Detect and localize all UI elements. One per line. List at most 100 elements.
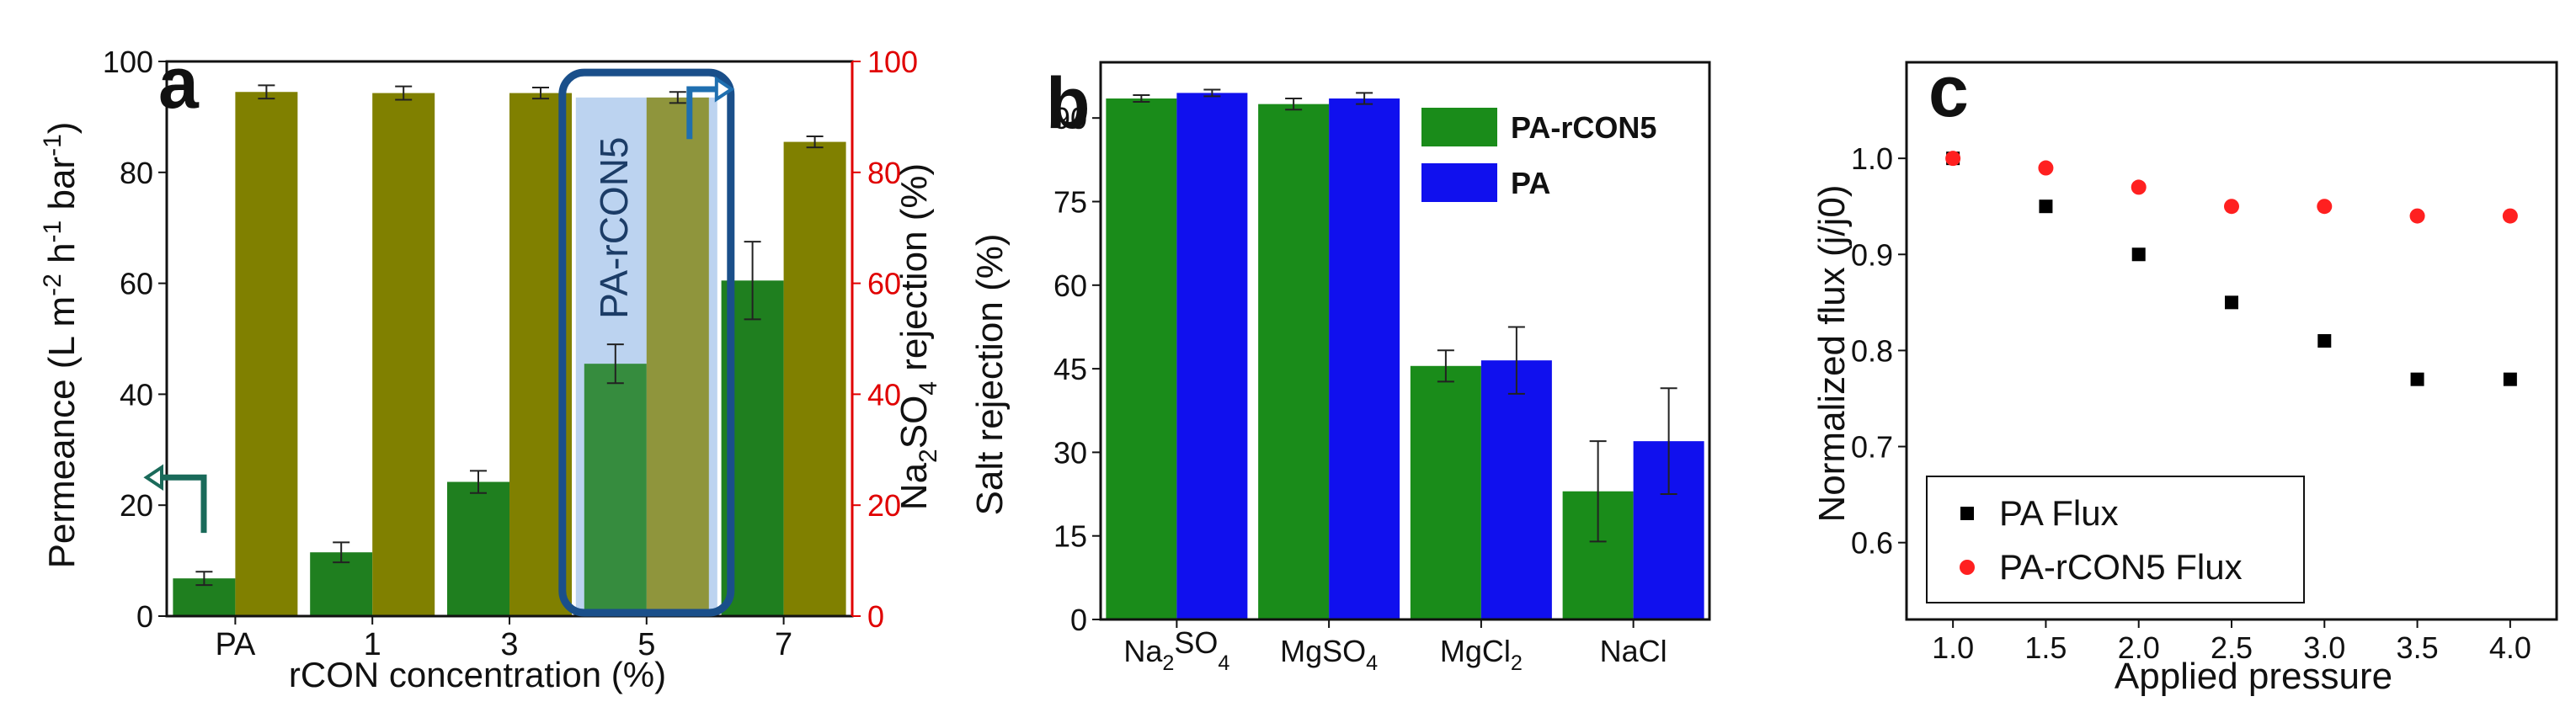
panel-c-legend-marker (1960, 507, 1974, 520)
rejection-error-bar (258, 84, 275, 100)
pa-rcon5-bar (1258, 104, 1330, 619)
rejection-bar (235, 92, 298, 617)
panel-a-x-label: rCON concentration (%) (289, 655, 666, 694)
panel-a-y-right-tick-label: 40 (867, 377, 901, 412)
panel-a-x-tick-label: 5 (637, 627, 655, 662)
panel-a-y-right-label: Na2SO4 rejection (%) (893, 163, 942, 510)
panel-b-legend-label: PA (1511, 166, 1550, 200)
rejection-error-bar (669, 91, 686, 104)
panel-c-x-tick-label: 3.5 (2397, 630, 2439, 665)
pa-rcon5-flux-point (1945, 151, 1961, 167)
panel-b-y-label: Salt rejection (%) (969, 233, 1011, 515)
panel-a-y-left-label: Permeance (L m-2 h-1 bar-1) (39, 122, 83, 569)
panel-c-plot: 1.0 1.5 2.0 2.5 3.0 3.5 4.0 0.6 0.7 0.8 0.9 1.0 PA F… (1851, 61, 2558, 665)
permeance-bar (447, 481, 509, 616)
panel-c-y-tick-label: 0.6 (1851, 526, 1893, 561)
pa-rcon5-flux-point (2317, 199, 2333, 215)
pa-rcon5-error-bar (1589, 440, 1607, 543)
panel-b-y-tick-label: 15 (1053, 519, 1087, 554)
panel-a-x-tick-label: 1 (364, 627, 381, 662)
panel-c-y-tick-label: 0.8 (1851, 333, 1893, 368)
pa-bar (1176, 93, 1248, 619)
panel-c-x-tick-label: 1.0 (1932, 630, 1974, 665)
panel-a-y-right-tick-label: 100 (867, 45, 918, 79)
permeance-error-bar (744, 241, 761, 321)
panel-c-x-tick-label: 2.0 (2118, 630, 2160, 665)
pa-rcon5-error-bar (1437, 349, 1454, 383)
pa-flux-point (2410, 372, 2424, 386)
panel-b-y-tick-label: 30 (1053, 435, 1087, 470)
pa-flux-point (2317, 334, 2332, 348)
panel-c-legend-label: PA-rCON5 Flux (1999, 547, 2243, 587)
panel-b-x-tick-label: Na2SO4 (1123, 625, 1229, 675)
panel-c-x-tick-label: 3.0 (2303, 630, 2345, 665)
panel-b-x-tick-label: MgCl2 (1440, 634, 1523, 675)
rejection-error-bar (395, 85, 413, 101)
pa-rcon5-bar (1106, 98, 1177, 619)
panel-b-y-tick-label: 60 (1053, 268, 1087, 303)
panel-b-y-tick-label: 75 (1053, 185, 1087, 220)
pa-flux-point (2039, 199, 2053, 214)
pa-rcon5-error-bar (1285, 98, 1303, 111)
panel-a-x-tick-label: 3 (500, 627, 518, 662)
panel-a-y-right-tick-label: 80 (867, 156, 901, 190)
panel-c: c Normalized flux (j/j0) Applied pressur… (1811, 51, 2558, 697)
pa-rcon5-flux-point (2038, 160, 2054, 176)
panel-c-x-tick-label: 4.0 (2489, 630, 2531, 665)
pa-error-bar (1203, 88, 1221, 98)
panel-b: b Salt rejection (%) Na2SO4 MgSO4 MgCl2 NaC… (969, 61, 1711, 675)
permeance-error-bar (470, 470, 487, 494)
panel-b-label: b (1046, 63, 1091, 144)
pa-error-bar (1660, 387, 1677, 496)
permeance-bar (584, 364, 647, 616)
rejection-bar (783, 141, 846, 616)
panel-b-y-tick-label: 45 (1053, 352, 1087, 386)
panel-a-right-axis-arrow (686, 86, 718, 140)
panel-a-label: a (158, 43, 200, 124)
panel-a-y-right-tick-label: 60 (867, 267, 901, 301)
panel-c-x-label: Applied pressure (2115, 656, 2392, 697)
panel-a: a Permeance (L m-2 h-1 bar-1) Na2SO4 rej… (39, 43, 942, 694)
pa-rcon5-flux-point (2224, 199, 2239, 215)
panel-b-x-tick-label: NaCl (1600, 634, 1667, 668)
permeance-error-bar (195, 571, 213, 587)
rejection-bar (372, 93, 435, 617)
panel-c-label: c (1928, 51, 1969, 132)
panel-c-y-tick-label: 1.0 (1851, 141, 1893, 176)
panel-a-right-axis-arrow-head (714, 76, 735, 103)
pa-bar (1480, 360, 1552, 619)
panel-a-plot: PA 1 3 5 7 0 20 40 60 80 100 0 20 40 60 80 100 PA-rCON5 (103, 45, 918, 662)
pa-flux-point (2225, 295, 2238, 310)
panel-a-y-left-tick-label: 0 (136, 599, 153, 634)
pa-rcon5-flux-point (2131, 179, 2147, 195)
pa-rcon5-error-bar (1133, 94, 1150, 104)
panel-a-x-tick-label: 7 (775, 627, 792, 662)
panel-a-y-right-tick-label: 0 (867, 599, 884, 634)
panel-b-x-tick-label: MgSO4 (1280, 634, 1378, 675)
panel-a-y-left-tick-label: 80 (120, 156, 153, 190)
permeance-error-bar (333, 541, 350, 564)
panel-a-y-left-tick-label: 40 (120, 377, 153, 412)
pa-error-bar (1507, 326, 1525, 395)
panel-c-x-tick-label: 2.5 (2211, 630, 2253, 665)
panel-b-y-tick-label: 0 (1070, 603, 1087, 637)
rejection-bar (646, 97, 709, 616)
rejection-error-bar (532, 86, 549, 100)
panel-c-legend-box (1926, 476, 2305, 603)
panel-a-y-right-tick-label: 20 (867, 488, 901, 523)
pa-flux-point (2503, 372, 2517, 386)
panel-b-legend-swatch (1421, 163, 1497, 202)
panel-a-highlight-box (558, 68, 735, 617)
pa-rcon5-flux-point (2409, 208, 2425, 224)
panel-a-y-left-tick-label: 60 (120, 267, 153, 301)
pa-error-bar (1356, 92, 1373, 105)
permeance-error-bar (606, 343, 624, 385)
rejection-error-bar (806, 135, 824, 149)
pa-rcon5-flux-point (2502, 208, 2518, 224)
pa-rcon5-bar (1410, 365, 1481, 619)
panel-b-plot: Na2SO4 MgSO4 MgCl2 NaCl 0 15 30 45 60 75 90 PA-rCON… (1053, 61, 1711, 675)
panel-c-y-tick-label: 0.9 (1851, 237, 1893, 272)
panel-b-legend-label: PA-rCON5 (1511, 110, 1656, 145)
panel-b-y-tick-label: 90 (1053, 101, 1087, 136)
